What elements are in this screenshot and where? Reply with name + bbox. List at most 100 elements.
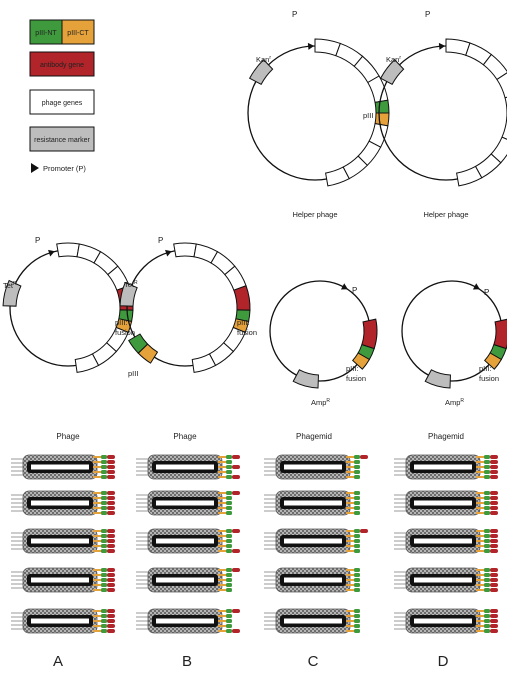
pIII-NT-head <box>484 624 490 628</box>
helper2-promoter-label: P <box>425 10 430 19</box>
antibody-fragment <box>107 573 115 577</box>
vector-A-phage-gene-9 <box>74 353 100 373</box>
helper1-pIII-label: pIII <box>363 111 373 120</box>
pIII-NT-head <box>354 534 360 538</box>
pIII-NT-head <box>354 470 360 474</box>
legend-pIII-NT-label: pIII-NT <box>35 30 57 37</box>
phage-particle <box>11 567 115 593</box>
pIII-NT-head <box>484 534 490 538</box>
genome-strand <box>156 538 214 544</box>
antibody-fragment <box>107 491 115 495</box>
pIII-NT-head <box>484 491 490 495</box>
phage-particle <box>394 608 498 634</box>
pIII-NT-head <box>226 614 232 618</box>
vectorD-fusion-label-1: pIII: <box>479 364 492 373</box>
genome-strand <box>414 500 472 506</box>
pIII-NT-head <box>226 491 232 495</box>
genome-strand <box>414 577 472 583</box>
pIII-NT-head <box>101 475 107 479</box>
antibody-fragment <box>232 455 240 459</box>
pIII-NT-head <box>226 619 232 623</box>
pIII-NT-head <box>101 583 107 587</box>
antibody-fragment <box>107 460 115 464</box>
antibody-fragment <box>107 455 115 459</box>
pIII-NT-head <box>101 573 107 577</box>
pIII-NT-head <box>101 455 107 459</box>
vector-C-antibody-0 <box>361 318 378 350</box>
panel-letter-D: D <box>438 653 449 670</box>
antibody-fragment <box>360 529 368 533</box>
helper2-kan-label: Kanr <box>386 55 401 64</box>
vectorB-resistance-label: TetR <box>124 280 138 289</box>
pIII-NT-head <box>354 491 360 495</box>
pIII-NT-head <box>354 544 360 548</box>
genome-strand <box>284 464 342 470</box>
genome-strand <box>156 500 214 506</box>
vectorC-fusion-label-2: fusion <box>346 374 366 383</box>
pIII-NT-head <box>226 573 232 577</box>
genome-strand <box>31 464 89 470</box>
vectorA-fusion-label-2: fusion <box>115 328 135 337</box>
antibody-fragment <box>232 629 240 633</box>
vector-D <box>401 280 507 389</box>
antibody-fragment <box>107 629 115 633</box>
pIII-NT-head <box>354 629 360 633</box>
pIII-NT-head <box>226 465 232 469</box>
pIII-NT-head <box>484 573 490 577</box>
pIII-NT-head <box>354 573 360 577</box>
pIII-NT-head <box>484 460 490 464</box>
antibody-fragment <box>490 465 498 469</box>
antibody-fragment <box>490 470 498 474</box>
pIII-NT-head <box>354 609 360 613</box>
genome-strand <box>284 618 342 624</box>
pIII-NT-head <box>484 511 490 515</box>
pIII-NT-head <box>354 501 360 505</box>
vectorB-promoter-label: P <box>158 236 163 245</box>
genome-strand <box>156 577 214 583</box>
genome-strand <box>414 538 472 544</box>
pIII-NT-head <box>354 568 360 572</box>
antibody-fragment <box>490 491 498 495</box>
vectorB-fusion-label-1: pIII: <box>237 318 250 327</box>
vector-B-promoter-arrow-icon <box>165 249 172 257</box>
pIII-NT-head <box>354 539 360 543</box>
helper-phage-1-promoter-arrow-icon <box>307 42 315 50</box>
pIII-NT-head <box>484 455 490 459</box>
pIII-NT-head <box>226 511 232 515</box>
pIII-NT-head <box>226 534 232 538</box>
vectorC-promoter-label: P <box>352 286 357 295</box>
pIII-NT-head <box>101 629 107 633</box>
antibody-fragment <box>232 465 240 469</box>
antibody-fragment <box>107 496 115 500</box>
antibody-fragment <box>107 539 115 543</box>
pIII-NT-head <box>226 578 232 582</box>
pIII-NT-head <box>101 578 107 582</box>
pIII-NT-head <box>226 529 232 533</box>
antibody-fragment <box>107 583 115 587</box>
antibody-fragment <box>107 470 115 474</box>
vectorA-promoter-label: P <box>35 236 40 245</box>
vector-C-promoter-arrow-icon <box>340 283 348 290</box>
antibody-fragment <box>107 475 115 479</box>
pIII-NT-head <box>226 455 232 459</box>
genome-strand <box>31 618 89 624</box>
column-A-title: Phage <box>56 432 80 441</box>
antibody-fragment <box>232 568 240 572</box>
pIII-NT-head <box>484 588 490 592</box>
pIII-NT-head <box>354 529 360 533</box>
antibody-fragment <box>490 534 498 538</box>
helper-phage-1-phage-gene-9 <box>325 166 350 187</box>
legend-antibody-label: antibody gene <box>40 62 84 69</box>
pIII-NT-head <box>101 506 107 510</box>
helper-phage-2 <box>378 38 507 187</box>
pIII-NT-head <box>354 583 360 587</box>
pIII-NT-head <box>101 609 107 613</box>
antibody-fragment <box>232 491 240 495</box>
phage-particle <box>136 608 240 634</box>
pIII-NT-head <box>484 629 490 633</box>
antibody-fragment <box>232 529 240 533</box>
vector-A <box>2 242 134 373</box>
pIII-NT-head <box>484 465 490 469</box>
promoter-arrow-icon <box>31 163 39 173</box>
